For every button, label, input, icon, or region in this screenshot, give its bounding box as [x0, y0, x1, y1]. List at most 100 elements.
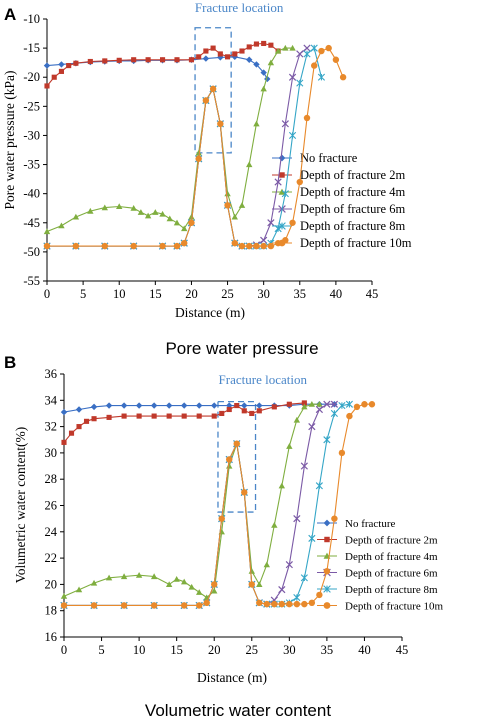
data-point — [271, 522, 278, 528]
legend-marker — [278, 188, 286, 195]
legend-label: No fracture — [345, 518, 396, 530]
data-point — [105, 402, 113, 409]
data-point — [135, 571, 143, 578]
data-point — [226, 406, 232, 413]
data-point — [188, 57, 195, 63]
data-point — [268, 42, 274, 48]
data-point — [263, 561, 270, 568]
panel-a-y-label: Pore water pressure (kPa) — [2, 70, 17, 209]
data-point — [224, 54, 231, 60]
data-point — [75, 406, 83, 413]
data-point — [253, 242, 260, 250]
data-point — [246, 56, 253, 63]
data-point — [151, 413, 157, 419]
data-point — [338, 449, 346, 457]
data-point — [60, 593, 68, 599]
data-point — [180, 578, 188, 585]
legend-label: Depth of fracture 8m — [345, 584, 438, 596]
data-point — [174, 57, 180, 63]
data-point — [181, 413, 187, 419]
y-tick-label: -20 — [23, 70, 40, 84]
legend-marker — [279, 172, 285, 178]
panel-a-caption: Pore water pressure — [165, 339, 318, 358]
data-point — [210, 45, 216, 51]
data-point — [58, 222, 65, 229]
data-point — [338, 401, 346, 410]
y-tick-label: 24 — [45, 525, 58, 539]
panel-b-y-label: Volumetric water content(%) — [13, 427, 28, 583]
data-point — [285, 561, 293, 569]
data-point — [196, 602, 203, 609]
data-point — [51, 74, 57, 80]
panel-a: A Pore water pressure Distance (m) Pore … — [2, 0, 412, 358]
data-point — [339, 74, 347, 81]
legend-marker — [323, 519, 331, 527]
data-point — [256, 408, 262, 414]
data-point — [345, 400, 354, 408]
data-point — [323, 436, 331, 444]
data-point — [116, 57, 122, 63]
data-point — [289, 44, 296, 51]
data-point — [293, 416, 301, 423]
data-point — [91, 416, 97, 422]
data-point — [152, 209, 159, 215]
legend-label: Depth of fracture 2m — [345, 535, 438, 547]
data-point — [318, 47, 325, 55]
data-point — [286, 401, 292, 407]
data-point — [246, 161, 253, 168]
data-point — [368, 401, 376, 408]
data-point — [135, 402, 143, 409]
data-point — [60, 602, 68, 609]
y-tick-label: 28 — [45, 472, 58, 486]
data-point — [248, 581, 255, 588]
data-point — [301, 400, 307, 406]
legend-label: No fracture — [300, 151, 358, 165]
data-point — [323, 400, 331, 408]
data-point — [120, 602, 128, 609]
data-point — [195, 155, 202, 162]
data-point — [296, 79, 304, 87]
y-tick-label: -10 — [23, 12, 40, 26]
data-point — [331, 515, 338, 522]
data-point — [332, 56, 340, 63]
data-point — [159, 242, 166, 250]
data-point — [211, 581, 218, 588]
data-point — [166, 215, 173, 222]
data-point — [253, 41, 260, 47]
data-point — [253, 61, 260, 68]
data-point — [180, 402, 188, 409]
data-point — [217, 51, 223, 57]
y-tick-label: 16 — [45, 630, 58, 644]
y-tick-label: -55 — [23, 274, 40, 288]
data-point — [203, 599, 210, 607]
data-point — [195, 149, 202, 156]
data-point — [361, 401, 368, 408]
panel-b-plot: 0 5 10 15 20 25 30 35 40 45 36 34 32 30 28 26 24 22 20 18 16… — [45, 367, 444, 657]
data-point — [211, 413, 217, 419]
y-tick-label: -45 — [23, 216, 40, 230]
legend-marker — [278, 154, 286, 162]
data-point — [353, 403, 361, 411]
y-tick-label: -25 — [23, 99, 40, 113]
data-point — [211, 402, 218, 409]
legend-label: Depth of fracture 4m — [345, 551, 438, 563]
fracture-location-box — [217, 400, 257, 513]
x-tick-label: 25 — [221, 287, 234, 301]
data-point — [58, 61, 65, 68]
x-tick-label: 20 — [208, 643, 221, 657]
data-point — [120, 402, 128, 409]
data-point — [224, 202, 231, 209]
y-tick-label: 22 — [45, 551, 58, 565]
data-point — [121, 413, 127, 419]
data-point — [288, 131, 297, 140]
data-point — [293, 593, 301, 602]
data-point — [150, 573, 158, 580]
data-point — [83, 418, 90, 424]
data-point — [44, 83, 50, 89]
data-point — [188, 213, 195, 220]
data-point — [166, 413, 172, 419]
data-point — [101, 204, 108, 211]
data-point — [43, 242, 51, 250]
data-point — [231, 239, 238, 247]
data-point — [43, 62, 51, 69]
